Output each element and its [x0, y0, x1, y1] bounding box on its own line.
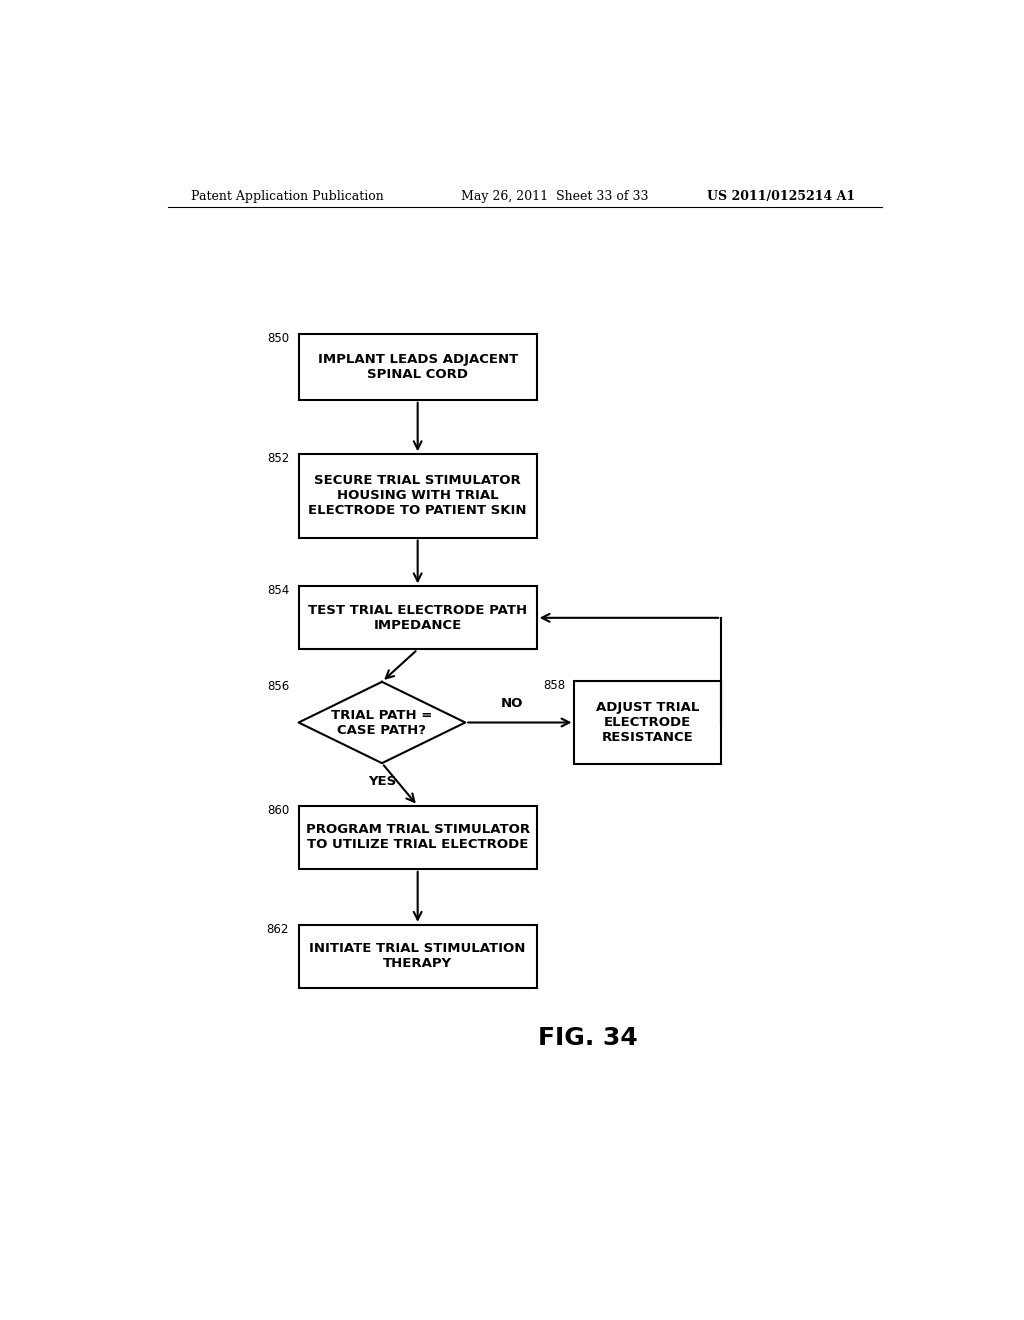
Text: 852: 852	[267, 453, 289, 465]
Text: 856: 856	[267, 680, 289, 693]
Text: YES: YES	[368, 775, 396, 788]
Text: TEST TRIAL ELECTRODE PATH
IMPEDANCE: TEST TRIAL ELECTRODE PATH IMPEDANCE	[308, 603, 527, 632]
Text: 860: 860	[267, 804, 289, 817]
Text: NO: NO	[501, 697, 523, 710]
FancyBboxPatch shape	[299, 925, 537, 987]
Text: 854: 854	[267, 585, 289, 597]
Text: IMPLANT LEADS ADJACENT
SPINAL CORD: IMPLANT LEADS ADJACENT SPINAL CORD	[317, 352, 518, 380]
Polygon shape	[299, 682, 465, 763]
Text: Patent Application Publication: Patent Application Publication	[191, 190, 384, 202]
FancyBboxPatch shape	[574, 681, 721, 764]
FancyBboxPatch shape	[299, 586, 537, 649]
Text: 858: 858	[543, 678, 565, 692]
Text: SECURE TRIAL STIMULATOR
HOUSING WITH TRIAL
ELECTRODE TO PATIENT SKIN: SECURE TRIAL STIMULATOR HOUSING WITH TRI…	[308, 474, 527, 517]
Text: PROGRAM TRIAL STIMULATOR
TO UTILIZE TRIAL ELECTRODE: PROGRAM TRIAL STIMULATOR TO UTILIZE TRIA…	[305, 824, 529, 851]
FancyBboxPatch shape	[299, 454, 537, 537]
Text: INITIATE TRIAL STIMULATION
THERAPY: INITIATE TRIAL STIMULATION THERAPY	[309, 942, 526, 970]
FancyBboxPatch shape	[299, 334, 537, 400]
Text: May 26, 2011  Sheet 33 of 33: May 26, 2011 Sheet 33 of 33	[461, 190, 649, 202]
Text: ADJUST TRIAL
ELECTRODE
RESISTANCE: ADJUST TRIAL ELECTRODE RESISTANCE	[596, 701, 699, 744]
Text: 850: 850	[267, 331, 289, 345]
Text: 862: 862	[266, 923, 289, 936]
Text: FIG. 34: FIG. 34	[539, 1026, 638, 1049]
Text: TRIAL PATH =
CASE PATH?: TRIAL PATH = CASE PATH?	[332, 709, 432, 737]
FancyBboxPatch shape	[299, 805, 537, 869]
Text: US 2011/0125214 A1: US 2011/0125214 A1	[708, 190, 855, 202]
